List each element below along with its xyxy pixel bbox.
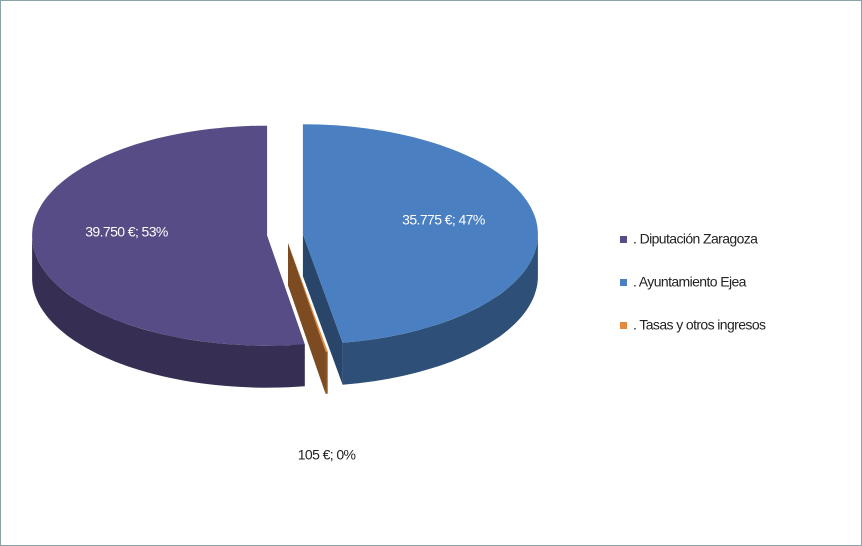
legend-label: . Tasas y otros ingresos bbox=[633, 317, 766, 333]
data-label: 39.750 €; 53% bbox=[85, 224, 168, 240]
pie-slice bbox=[288, 243, 328, 394]
pie-slice bbox=[32, 125, 305, 388]
slice-top bbox=[32, 125, 305, 346]
slice-side bbox=[342, 234, 538, 385]
pie-slice bbox=[302, 124, 538, 385]
data-label: 35.775 €; 47% bbox=[402, 211, 485, 227]
legend-label: . Diputación Zaragoza bbox=[633, 231, 758, 247]
legend-label: . Ayuntamiento Ejea bbox=[633, 274, 747, 290]
data-label: 105 €; 0% bbox=[298, 447, 356, 463]
legend-marker bbox=[620, 279, 627, 286]
slice-top bbox=[288, 243, 328, 352]
legend-marker bbox=[620, 236, 627, 243]
slice-wall bbox=[302, 234, 343, 385]
slice-top bbox=[302, 124, 538, 343]
slice-side bbox=[325, 351, 328, 394]
legend-marker bbox=[620, 322, 627, 329]
slice-side bbox=[32, 235, 305, 388]
slice-wall bbox=[288, 243, 326, 394]
